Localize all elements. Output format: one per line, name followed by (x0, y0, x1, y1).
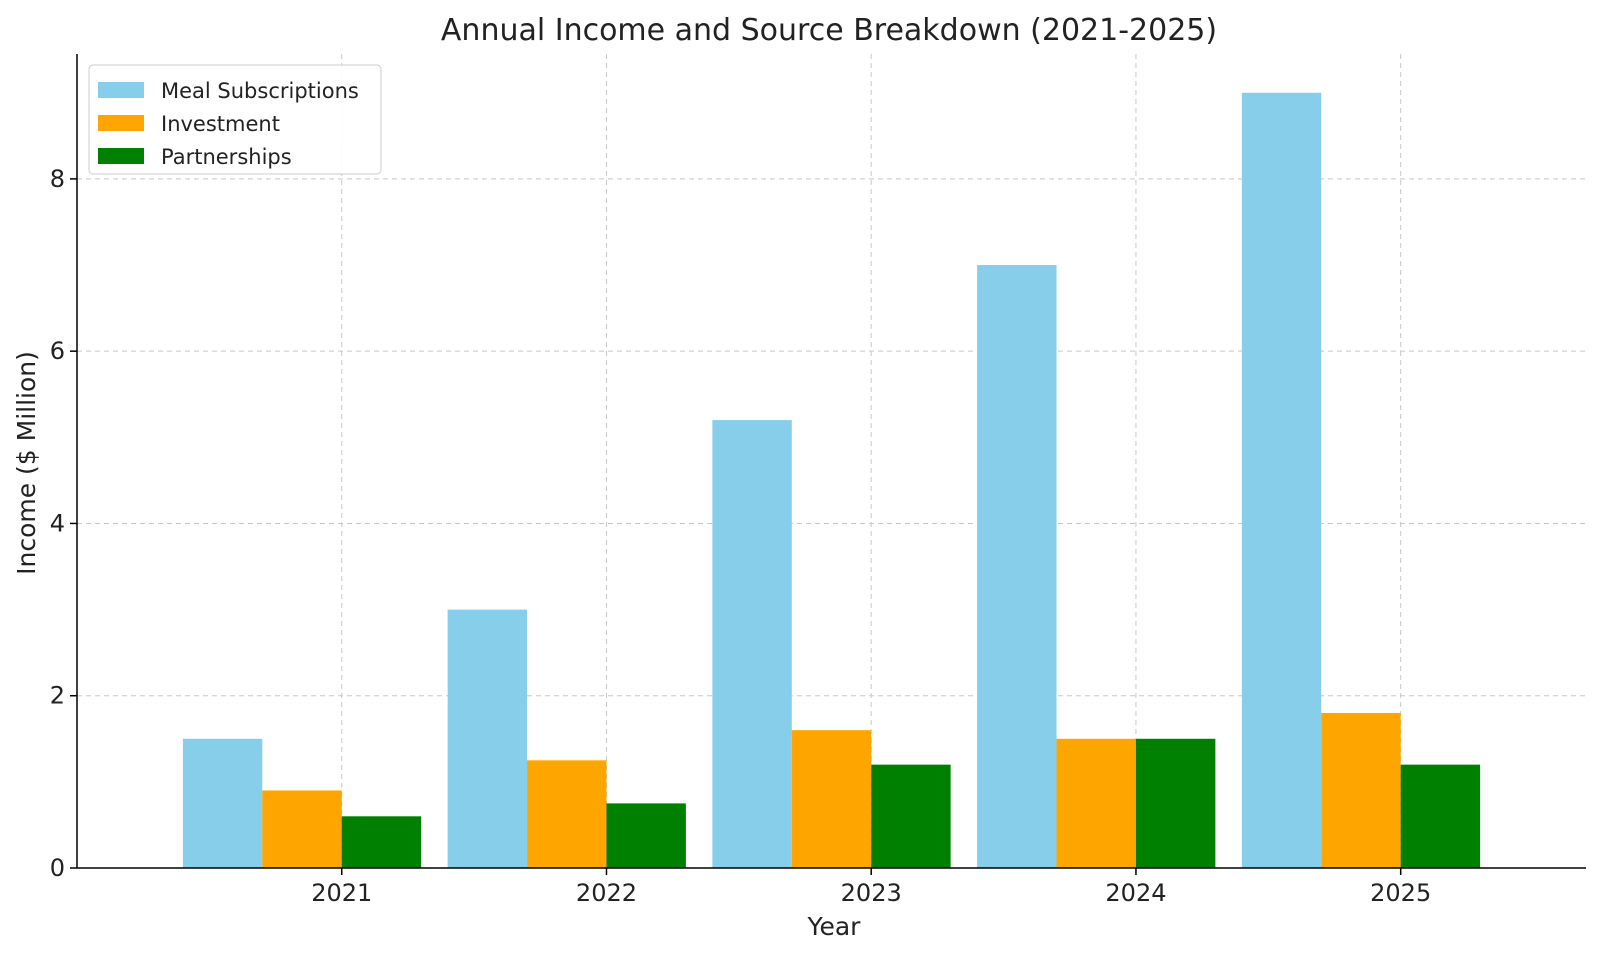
y-tick-label: 6 (50, 337, 65, 365)
x-tick-label: 2025 (1370, 879, 1431, 907)
y-tick-label: 0 (50, 854, 65, 882)
legend-label: Meal Subscriptions (161, 79, 359, 103)
axes (76, 54, 1586, 869)
x-axis-ticks: 2021 2022 2023 2024 2025 (311, 868, 1431, 907)
series-partnerships (341, 738, 1481, 868)
bar (977, 265, 1057, 868)
y-axis-ticks: 0 2 4 6 8 (50, 165, 77, 882)
series-investment (262, 712, 1401, 868)
bar (1135, 738, 1216, 868)
y-tick-label: 8 (50, 165, 65, 193)
x-tick-label: 2023 (841, 879, 902, 907)
y-tick-label: 4 (50, 509, 65, 537)
x-tick-label: 2024 (1105, 879, 1166, 907)
x-axis-label: Year (807, 912, 862, 941)
bar (182, 738, 263, 868)
y-axis-label: Income ($ Million) (12, 351, 41, 575)
chart-title: Annual Income and Source Breakdown (2021… (441, 13, 1217, 48)
legend-swatch (98, 82, 144, 98)
bar (262, 790, 342, 868)
series-meal-subscriptions (182, 92, 1322, 868)
x-tick-label: 2022 (576, 879, 637, 907)
bar (1400, 764, 1481, 868)
legend-box (88, 64, 382, 175)
bar (791, 730, 872, 868)
bar (447, 609, 528, 868)
bar (1321, 712, 1401, 868)
bar (341, 816, 422, 868)
legend-label: Partnerships (161, 145, 292, 169)
bar (1241, 92, 1322, 868)
y-tick-label: 2 (50, 682, 65, 710)
bar (871, 764, 951, 868)
legend: Meal Subscriptions Investment Partnerships (88, 64, 382, 175)
grid-lines (77, 54, 1586, 869)
bar (606, 803, 686, 868)
bar (712, 420, 792, 868)
legend-swatch (98, 115, 144, 131)
legend-label: Investment (161, 112, 280, 136)
bars (182, 92, 1481, 868)
legend-swatch (98, 148, 144, 164)
x-tick-label: 2021 (311, 879, 372, 907)
bar (1056, 738, 1136, 868)
bar (527, 760, 607, 868)
